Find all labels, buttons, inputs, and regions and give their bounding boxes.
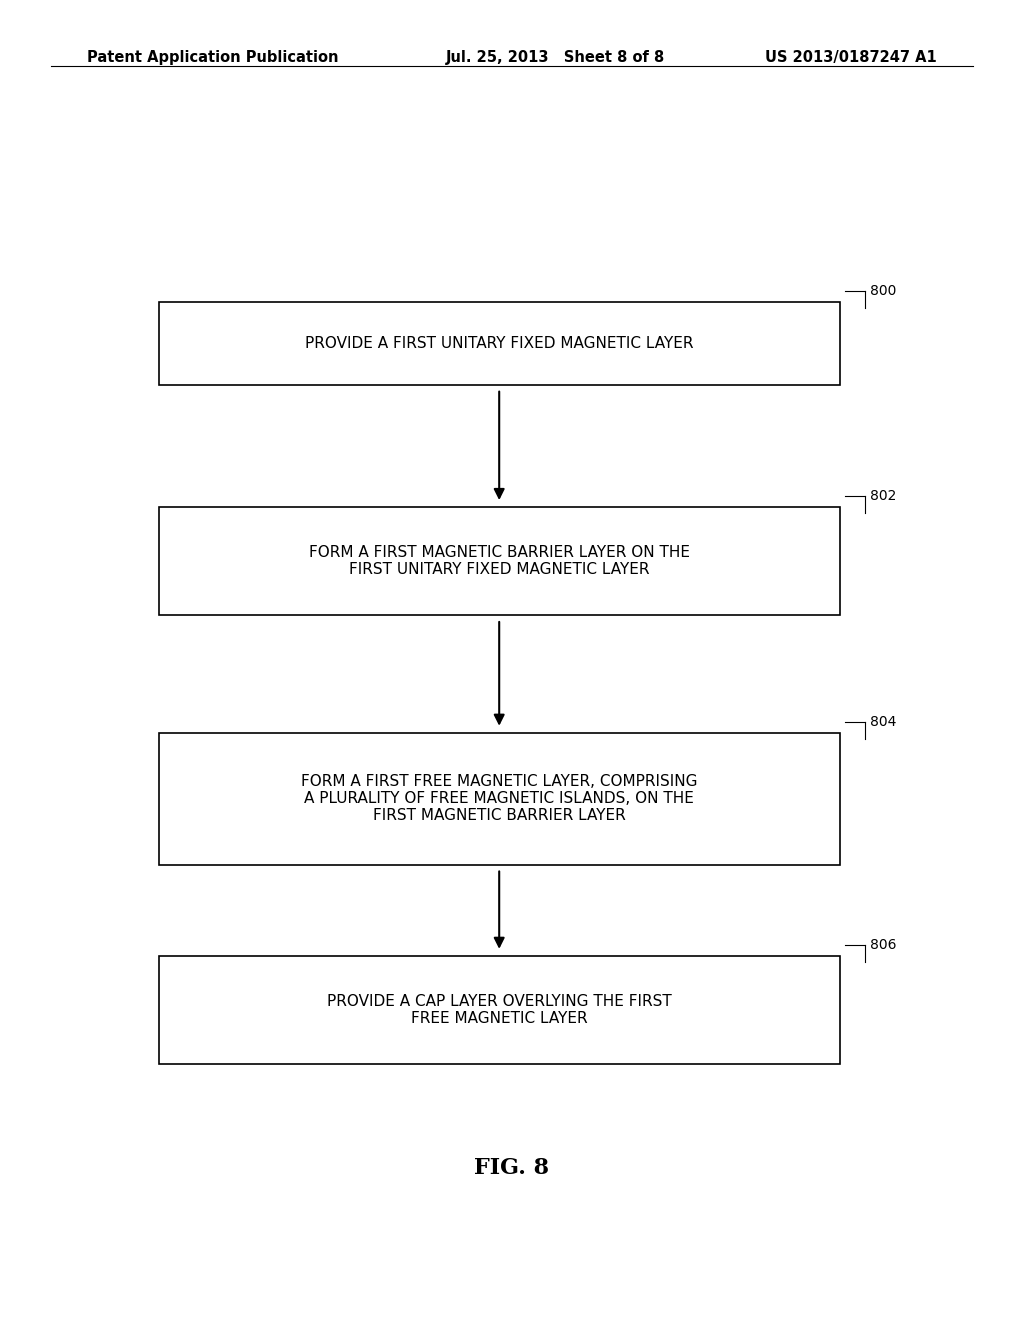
Text: Patent Application Publication: Patent Application Publication bbox=[87, 50, 339, 65]
Bar bbox=[159, 301, 840, 385]
Text: FORM A FIRST MAGNETIC BARRIER LAYER ON THE
FIRST UNITARY FIXED MAGNETIC LAYER: FORM A FIRST MAGNETIC BARRIER LAYER ON T… bbox=[308, 545, 690, 577]
Bar bbox=[159, 733, 840, 865]
Bar bbox=[159, 956, 840, 1064]
Text: PROVIDE A FIRST UNITARY FIXED MAGNETIC LAYER: PROVIDE A FIRST UNITARY FIXED MAGNETIC L… bbox=[305, 335, 693, 351]
Bar bbox=[159, 507, 840, 615]
Text: 802: 802 bbox=[870, 490, 897, 503]
Text: US 2013/0187247 A1: US 2013/0187247 A1 bbox=[765, 50, 937, 65]
Text: FIG. 8: FIG. 8 bbox=[474, 1158, 550, 1179]
Text: 806: 806 bbox=[870, 939, 897, 952]
Text: 804: 804 bbox=[870, 715, 897, 729]
Text: Jul. 25, 2013   Sheet 8 of 8: Jul. 25, 2013 Sheet 8 of 8 bbox=[445, 50, 665, 65]
Text: PROVIDE A CAP LAYER OVERLYING THE FIRST
FREE MAGNETIC LAYER: PROVIDE A CAP LAYER OVERLYING THE FIRST … bbox=[327, 994, 672, 1026]
Text: FORM A FIRST FREE MAGNETIC LAYER, COMPRISING
A PLURALITY OF FREE MAGNETIC ISLAND: FORM A FIRST FREE MAGNETIC LAYER, COMPRI… bbox=[301, 774, 697, 824]
Text: 800: 800 bbox=[870, 284, 897, 298]
